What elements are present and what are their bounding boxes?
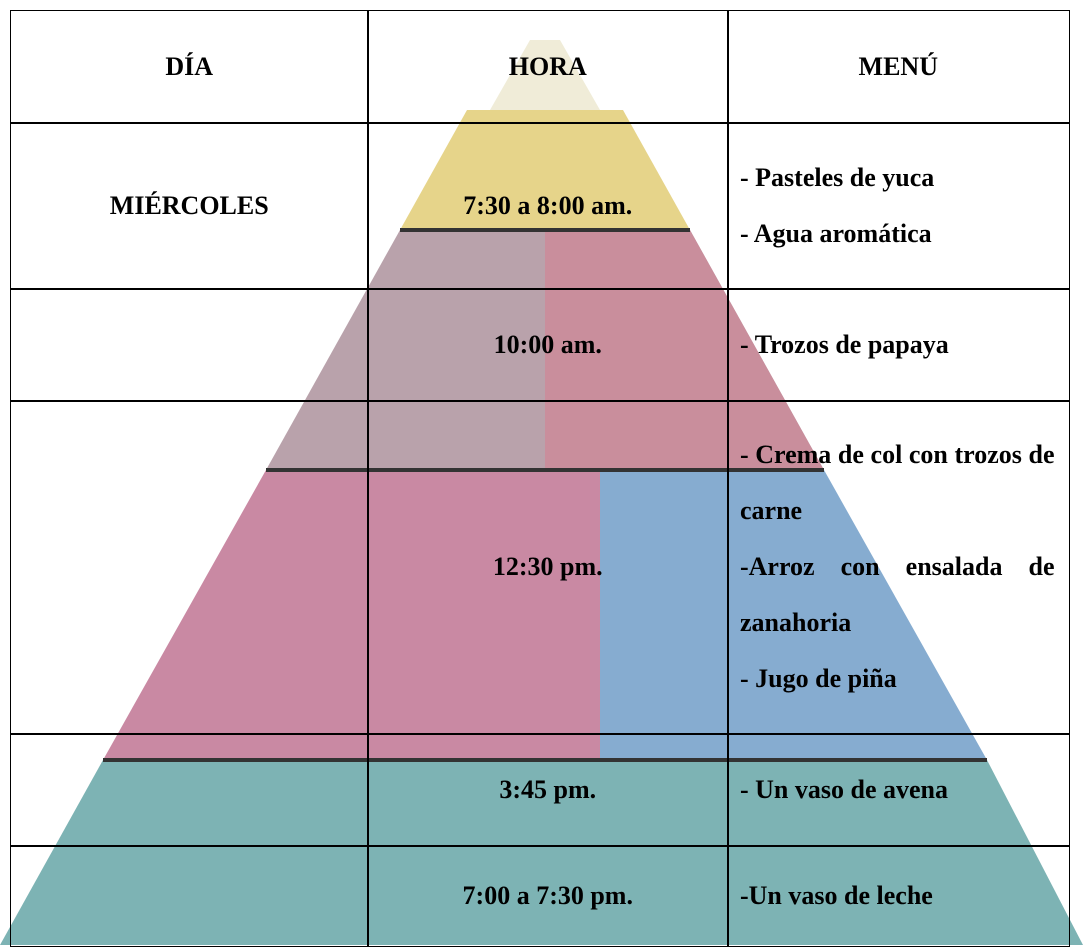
menu-cell: - Crema de col con trozos de carne -Arroz… [727, 400, 1070, 735]
day-text: MIÉRCOLES [109, 190, 269, 220]
menu-item: - Jugo de piña [740, 664, 897, 694]
menu-item: - Trozos de papaya [740, 329, 949, 359]
time-cell: 10:00 am. [367, 288, 729, 402]
time-cell: 3:45 pm. [367, 733, 729, 847]
day-cell: MIÉRCOLES [10, 122, 369, 290]
menu-cell: - Trozos de papaya [727, 288, 1070, 402]
menu-item: -Un vaso de leche [740, 880, 933, 910]
time-cell: 7:30 a 8:00 am. [367, 122, 729, 290]
time-cell: 7:00 a 7:30 pm. [367, 845, 729, 947]
header-cell: DÍA [10, 10, 369, 124]
menu-item: - Crema de col con trozos de carne [740, 440, 1055, 526]
header-text: DÍA [165, 51, 214, 81]
menu-cell: - Pasteles de yuca - Agua aromática [727, 122, 1070, 290]
pyramid-meat [545, 230, 824, 470]
pyramid-grains [0, 760, 1083, 945]
time-text: 7:30 a 8:00 am. [463, 190, 633, 220]
day-cell [10, 400, 369, 735]
header-text: HORA [508, 51, 587, 81]
pyramid-fruits [600, 470, 987, 760]
menu-item: - Agua aromática [740, 218, 932, 248]
day-cell [10, 845, 369, 947]
menu-item: -Arroz con ensalada de zanahoria [740, 552, 1055, 638]
header-cell: HORA [367, 10, 729, 124]
day-cell [10, 733, 369, 847]
pyramid-vegetables [103, 470, 600, 760]
time-text: 10:00 am. [493, 329, 602, 359]
time-text: 3:45 pm. [499, 774, 597, 804]
pyramid-top [400, 110, 690, 230]
menu-cell: - Un vaso de avena [727, 733, 1070, 847]
day-cell [10, 288, 369, 402]
time-cell: 12:30 pm. [367, 400, 729, 735]
menu-item: - Un vaso de avena [740, 774, 949, 804]
menu-item: - Pasteles de yuca [740, 162, 935, 192]
header-cell: MENÚ [727, 10, 1070, 124]
time-text: 7:00 a 7:30 pm. [462, 880, 633, 910]
ice-cream [490, 40, 600, 110]
menu-cell: -Un vaso de leche [727, 845, 1070, 947]
time-text: 12:30 pm. [492, 552, 603, 582]
header-text: MENÚ [858, 51, 938, 81]
